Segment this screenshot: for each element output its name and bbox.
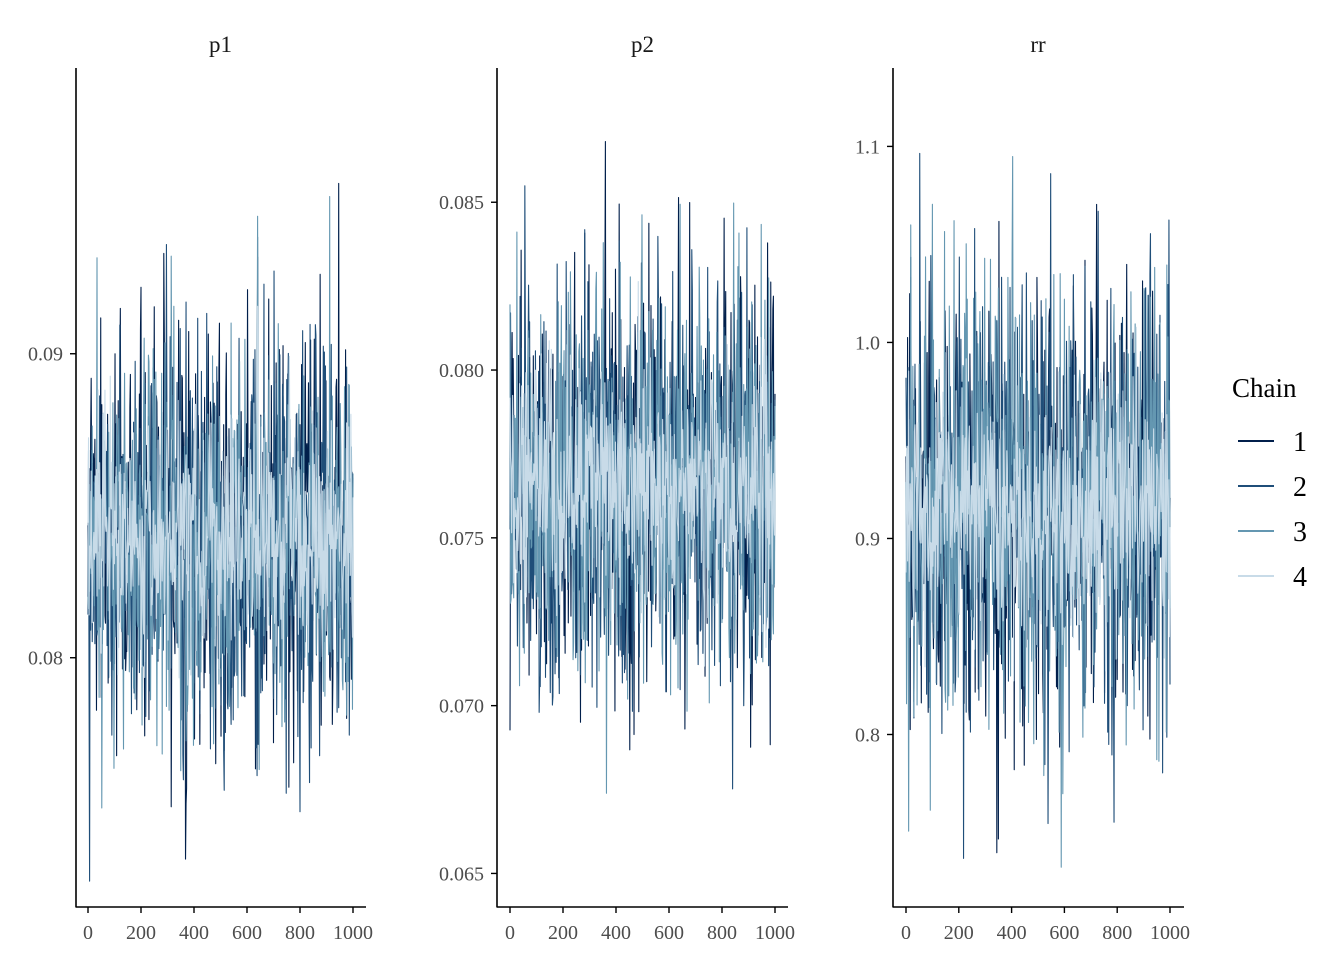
y-tick-label: 0.080 — [439, 360, 484, 382]
y-tick-label: 1.0 — [855, 332, 880, 354]
x-tick-label: 600 — [232, 922, 262, 944]
panel-title: p2 — [631, 32, 654, 57]
x-tick-label: 400 — [997, 922, 1027, 944]
x-tick-label: 200 — [944, 922, 974, 944]
x-tick-label: 400 — [179, 922, 209, 944]
x-tick-label: 800 — [707, 922, 737, 944]
legend-item-3: 3 — [1238, 517, 1307, 548]
legend: Chain 1 2 3 4 — [1232, 373, 1307, 593]
x-tick-label: 0 — [83, 922, 93, 944]
x-tick-label: 800 — [1102, 922, 1132, 944]
panel-p1: p1 0.08 0.09 0 200 400 600 800 1000 — [28, 32, 373, 944]
y-tick-label: 0.08 — [28, 648, 63, 670]
x-tick-label: 1000 — [1150, 922, 1190, 944]
legend-item-2: 2 — [1238, 472, 1307, 503]
legend-label: 2 — [1293, 472, 1307, 503]
x-tick-label: 1000 — [333, 922, 373, 944]
x-tick-label: 200 — [126, 922, 156, 944]
y-tick-label: 0.8 — [855, 724, 880, 746]
x-tick-label: 0 — [505, 922, 515, 944]
legend-title: Chain — [1232, 373, 1297, 403]
y-tick-label: 0.085 — [439, 192, 484, 214]
x-tick-label: 0 — [901, 922, 911, 944]
y-tick-label: 0.075 — [439, 528, 484, 550]
x-tick-label: 800 — [285, 922, 315, 944]
legend-label: 3 — [1293, 517, 1307, 548]
x-tick-label: 200 — [548, 922, 578, 944]
trace-panels: p1 0.08 0.09 0 200 400 600 800 1000 p2 0.065 0.070 0… — [28, 32, 1190, 944]
y-tick-label: 0.9 — [855, 528, 880, 550]
y-tick-label: 0.065 — [439, 863, 484, 885]
traces — [509, 141, 776, 794]
trace-chain-4 — [905, 317, 1171, 684]
traces — [905, 152, 1171, 868]
traces — [87, 182, 354, 882]
x-tick-label: 400 — [601, 922, 631, 944]
trace-chain-4 — [87, 305, 354, 686]
legend-item-4: 4 — [1238, 562, 1307, 593]
trace-chain-4 — [509, 281, 776, 667]
x-tick-label: 1000 — [755, 922, 795, 944]
y-tick-label: 0.09 — [28, 344, 63, 366]
y-tick-label: 1.1 — [855, 136, 880, 158]
panel-rr: rr 0.8 0.9 1.0 1.1 0 200 400 600 800 1000 — [855, 32, 1190, 944]
panel-title: rr — [1030, 32, 1046, 57]
y-tick-label: 0.070 — [439, 696, 484, 718]
legend-label: 4 — [1293, 562, 1307, 593]
legend-item-1: 1 — [1238, 427, 1307, 458]
legend-label: 1 — [1293, 427, 1307, 458]
x-tick-label: 600 — [1049, 922, 1079, 944]
trace-chain-3 — [509, 202, 776, 794]
x-tick-label: 600 — [654, 922, 684, 944]
panel-title: p1 — [209, 32, 232, 57]
panel-p2: p2 0.065 0.070 0.075 0.080 0.085 0 200 400 600 800… — [439, 32, 795, 944]
